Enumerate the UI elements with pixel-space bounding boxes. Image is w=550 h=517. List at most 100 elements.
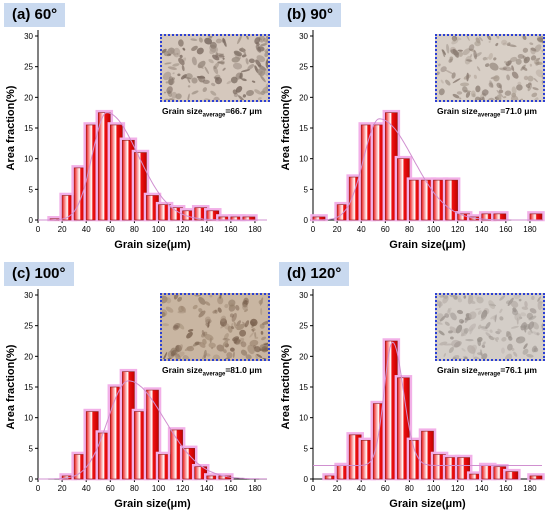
grain-blob [457, 49, 463, 52]
grain-blob [162, 309, 168, 317]
grain-blob [530, 47, 537, 52]
grain-blob [262, 320, 268, 325]
grain-blob [254, 332, 257, 338]
grain-blob [460, 320, 464, 324]
grain-blob [247, 64, 255, 70]
grain-blob [515, 336, 526, 344]
grain-blob [495, 337, 500, 341]
grain-size-subscript: average [203, 113, 226, 119]
x-tick-label: 0 [36, 484, 41, 493]
grain-blob [241, 69, 251, 73]
grain-blob [264, 51, 268, 58]
grain-blob [244, 320, 250, 328]
grain-blob [535, 69, 543, 78]
grain-blob [504, 90, 512, 96]
grain-blob [522, 36, 527, 40]
grain-blob [451, 72, 456, 79]
grain-blob [237, 36, 242, 45]
x-tick-label: 40 [357, 484, 366, 493]
grain-blob [233, 50, 243, 57]
grain-blob [488, 300, 496, 310]
histogram-bar [529, 213, 543, 221]
grain-blob [527, 75, 534, 82]
y-tick-label: 10 [299, 155, 308, 164]
grain-blob [219, 101, 226, 102]
grain-blob [172, 47, 181, 58]
fit-curve [38, 112, 267, 221]
grain-blob [477, 352, 483, 356]
y-tick-label: 0 [29, 216, 34, 225]
grain-blob [251, 321, 257, 328]
x-tick-label: 80 [405, 225, 414, 234]
grain-blob [233, 321, 237, 329]
grain-blob [482, 341, 486, 346]
grain-blob [488, 52, 493, 60]
grain-blob [462, 48, 471, 56]
grain-blob [502, 66, 513, 72]
grain-blob [222, 340, 229, 347]
y-tick-label: 10 [24, 155, 33, 164]
grain-blob [222, 37, 227, 47]
grain-blob [449, 326, 458, 334]
grain-blob [222, 57, 225, 60]
grain-blob [221, 346, 225, 352]
y-tick-label: 25 [299, 63, 308, 72]
grain-blob [231, 56, 241, 63]
grain-blob [213, 62, 220, 70]
grain-blob [536, 37, 543, 43]
grain-blob [474, 295, 480, 299]
grain-blob [465, 59, 473, 62]
grain-blob [460, 332, 465, 337]
grain-blob [241, 47, 247, 56]
grain-blob [264, 47, 268, 53]
histogram-bar [182, 448, 195, 480]
grain-blob [501, 39, 508, 46]
grain-size-subscript: average [478, 372, 501, 378]
x-tick-label: 180 [248, 484, 262, 493]
grain-blob [224, 303, 229, 309]
grain-blob [481, 96, 485, 100]
fit-curve [313, 118, 542, 221]
grain-blob [527, 330, 532, 335]
y-tick-label: 15 [24, 124, 33, 133]
grain-blob [503, 96, 507, 99]
grain-blob [209, 41, 217, 49]
grain-blob [209, 46, 217, 55]
grain-blob [165, 297, 172, 304]
grain-blob [476, 296, 484, 304]
grain-blob [269, 351, 270, 355]
grain-blob [450, 312, 457, 321]
y-tick-label: 0 [29, 475, 34, 484]
grain-blob [501, 336, 507, 342]
grain-blob [170, 349, 177, 357]
grain-blob [438, 330, 445, 336]
panel-c: 0 5 10 15 20 25 30 0 20 40 60 80 100 120 140 160 180 Grai… [0, 259, 275, 517]
grain-blob [165, 306, 174, 313]
grain-blob [487, 97, 495, 100]
grain-blob [192, 304, 198, 310]
grain-blob [226, 80, 232, 85]
grain-blob [257, 46, 265, 52]
x-tick-label: 100 [427, 484, 441, 493]
grain-blob [486, 56, 489, 61]
x-tick-label: 0 [36, 225, 41, 234]
grain-blob [481, 353, 488, 359]
grain-blob [258, 36, 265, 43]
grain-blob [449, 56, 454, 61]
grain-blob [223, 349, 227, 354]
y-tick-label: 15 [299, 124, 308, 133]
grain-blob [263, 342, 268, 346]
grain-blob [164, 62, 172, 65]
grain-blob [177, 73, 181, 77]
grain-blob [177, 310, 187, 314]
grain-blob [462, 86, 468, 93]
grain-blob [482, 56, 487, 61]
grain-blob [220, 315, 227, 323]
grain-blob [480, 349, 483, 357]
grain-blob [233, 92, 239, 98]
grain-blob [202, 87, 208, 93]
grain-blob [191, 45, 198, 51]
grain-blob [507, 343, 513, 351]
x-tick-label: 120 [176, 484, 190, 493]
grain-blob [475, 308, 481, 311]
